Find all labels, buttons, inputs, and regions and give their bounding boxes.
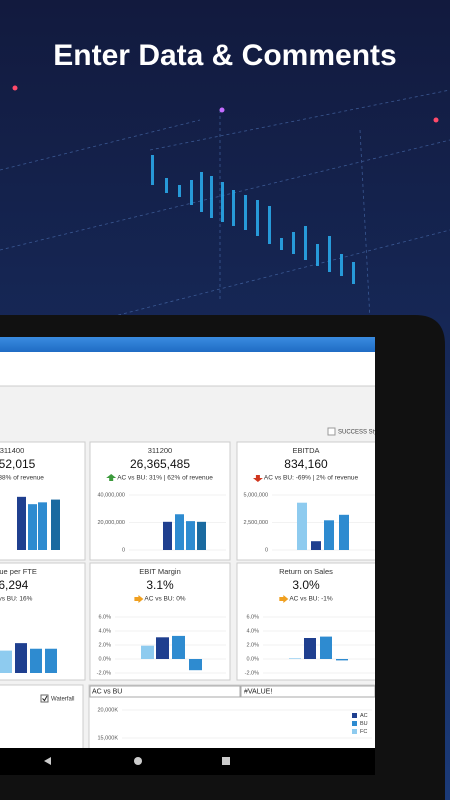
bar [156, 637, 169, 659]
bar [197, 521, 206, 550]
card-subtitle: AC vs BU: 31% | 62% of revenue [117, 475, 213, 482]
bar [17, 496, 26, 550]
y-tick-label: 5,000,000 [244, 492, 268, 498]
legend-label: FC [360, 729, 367, 735]
y-tick-label: 4.0% [98, 628, 111, 634]
headline: Enter Data & Comments [53, 39, 396, 72]
y-tick-label: 20,000,000 [97, 520, 125, 526]
waterfall-label: Waterfall [51, 697, 74, 703]
bar [289, 658, 301, 659]
recent-button[interactable] [222, 757, 230, 765]
card-subtitle: AC vs BU: -69% | 2% of revenue [264, 475, 359, 482]
y-tick-label: -2.0% [245, 670, 259, 676]
kpi-card [236, 562, 375, 681]
y-tick-label: 40,000,000 [97, 492, 125, 498]
bar [324, 520, 334, 550]
bar [45, 648, 57, 673]
card-subtitle: AC vs BU: 0% [144, 596, 185, 603]
y-tick-label: -2.0% [97, 670, 111, 676]
trend-arrow [252, 475, 263, 482]
kpi-card [89, 562, 231, 681]
card-value: 3.0% [292, 578, 320, 592]
kpi-card [0, 562, 86, 681]
bar [0, 650, 12, 673]
y-tick-label: 2.0% [98, 642, 111, 648]
card-title: 311400 [0, 446, 24, 455]
bar [38, 502, 47, 550]
card-title: evenue per FTE [0, 567, 37, 576]
card-title: 311200 [148, 446, 172, 455]
screen: SUCCESS Styl Waterfall AC vs BU #VALUE! … [0, 337, 379, 775]
y-tick-label: 4.0% [246, 628, 259, 634]
decor-lines [0, 89, 450, 331]
trend-arrow [106, 474, 117, 481]
y-tick-label: 0 [265, 547, 268, 553]
checkbox[interactable] [40, 694, 49, 703]
bar [304, 638, 316, 659]
back-button[interactable] [44, 757, 51, 765]
card-title: EBITDA [292, 446, 319, 455]
kpi-card [89, 441, 231, 561]
card-title: EBIT Margin [139, 567, 181, 576]
legend-swatch [352, 729, 357, 734]
trend-arrow [134, 595, 144, 603]
y-tick-label: 20,000K [98, 707, 119, 713]
y-tick-label: 0 [122, 547, 125, 553]
card-title: Return on Sales [279, 567, 333, 576]
bar [172, 635, 185, 659]
bar [311, 541, 321, 550]
y-tick-label: 2,500,000 [244, 520, 268, 526]
y-tick-label: 2.0% [246, 642, 259, 648]
field-text[interactable]: #VALUE! [244, 688, 272, 695]
y-tick-label: 6.0% [98, 614, 111, 620]
bar [339, 514, 349, 550]
card-value: 3.1% [146, 578, 174, 592]
selector-text[interactable]: AC vs BU [92, 688, 122, 695]
bar [175, 514, 184, 550]
bar [28, 504, 37, 550]
card-value: 06,294 [0, 578, 29, 592]
bar [30, 648, 42, 673]
bar [189, 659, 202, 671]
decor-dots [12, 85, 439, 123]
check-mark [42, 695, 48, 702]
card-subtitle: AC vs BU: -1% [289, 596, 333, 603]
bar [141, 645, 154, 659]
home-button[interactable] [134, 757, 142, 765]
legend-swatch [352, 721, 357, 726]
y-tick-label: 0.0% [246, 656, 259, 662]
title-bar [0, 337, 375, 352]
bar [297, 502, 307, 550]
field[interactable] [240, 685, 375, 698]
bar [336, 659, 348, 661]
bar [163, 521, 172, 550]
selector[interactable] [89, 685, 241, 698]
toolbar [0, 352, 375, 386]
bar [15, 643, 27, 673]
y-tick-label: 6.0% [246, 614, 259, 620]
checkbox[interactable] [327, 427, 336, 436]
style-toggle[interactable]: SUCCESS Styl [338, 430, 379, 436]
trend-arrow [279, 595, 289, 603]
card-subtitle: AC vs BU: 16% [0, 596, 33, 603]
decor-bars [151, 155, 355, 284]
legend-swatch [352, 713, 357, 718]
card-value: 834,160 [284, 457, 328, 471]
nav-bar [0, 748, 375, 775]
legend-label: AC [360, 713, 368, 719]
card-subtitle: 14% | 38% of revenue [0, 475, 44, 482]
bar [186, 521, 195, 550]
y-tick-label: 0.0% [98, 656, 111, 662]
legend-label: BU [360, 721, 368, 727]
card-value: 26,365,485 [130, 457, 190, 471]
bar [51, 499, 60, 550]
card-value: ,152,015 [0, 457, 36, 471]
y-tick-label: 15,000K [98, 735, 119, 741]
bar [320, 636, 332, 659]
